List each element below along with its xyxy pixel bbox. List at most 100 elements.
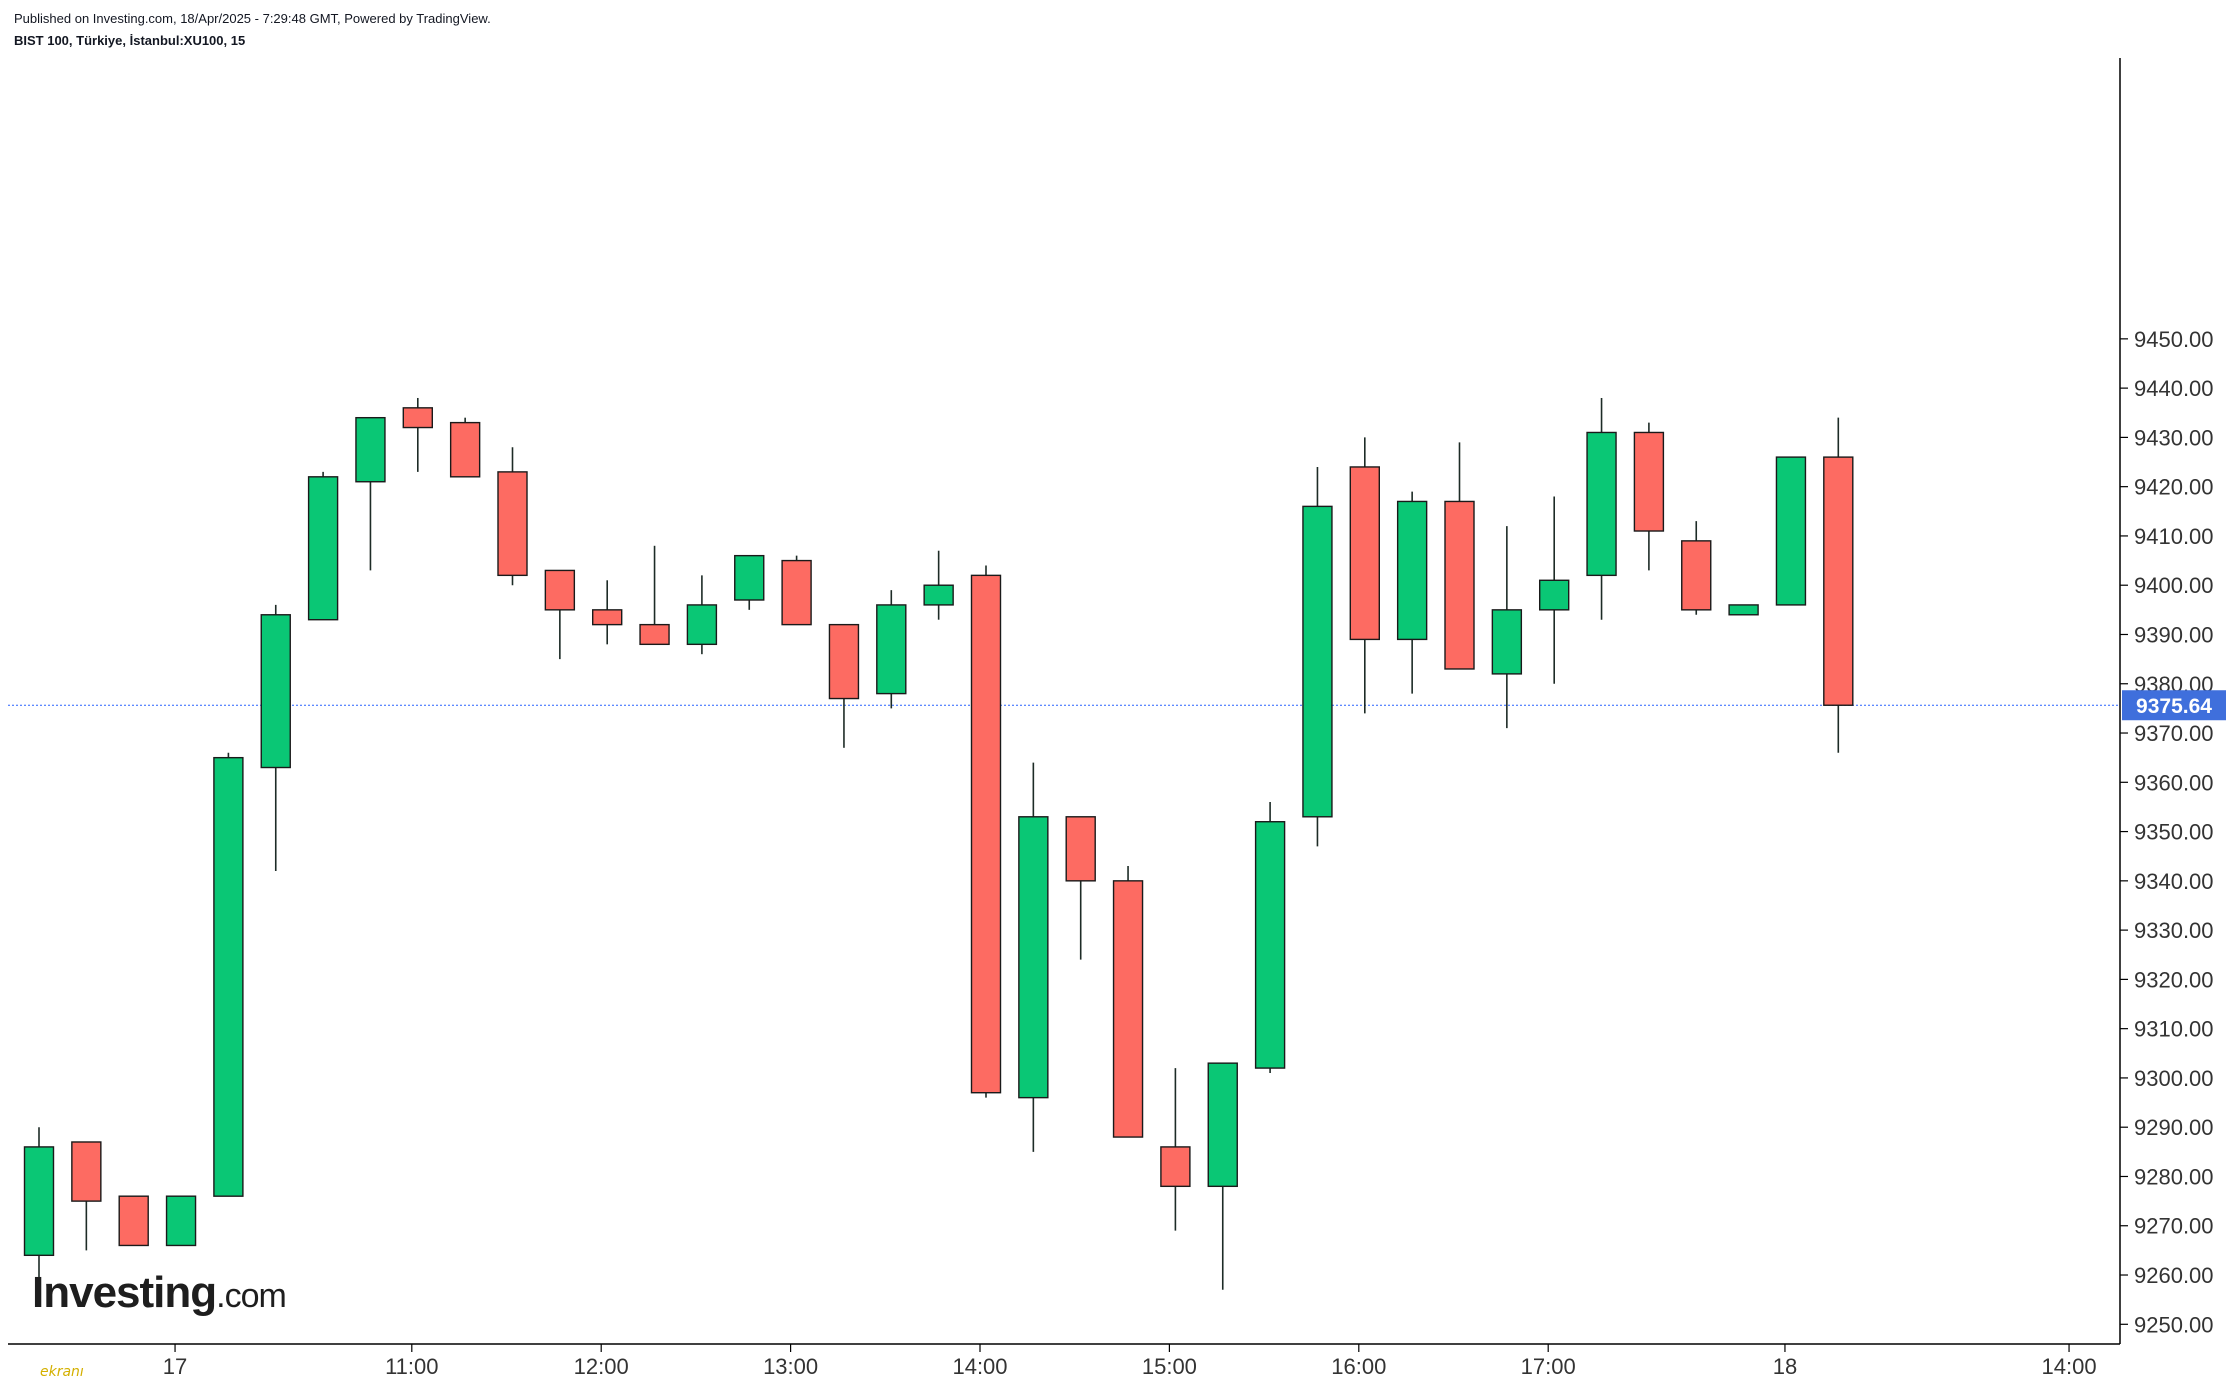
y-tick-label: 9260.00 — [2134, 1263, 2214, 1288]
candle-body-down — [639, 623, 670, 646]
candle-body-up — [165, 1195, 197, 1247]
candle-body-down — [1823, 456, 1854, 706]
y-tick-label: 9360.00 — [2134, 770, 2214, 795]
candle[interactable] — [1065, 816, 1096, 960]
candle[interactable] — [1538, 496, 1570, 684]
candle[interactable] — [1775, 456, 1807, 606]
candle[interactable] — [1633, 422, 1665, 571]
candle[interactable] — [165, 1195, 197, 1247]
y-tick-label: 9440.00 — [2134, 376, 2214, 401]
y-tick-label: 9250.00 — [2134, 1312, 2214, 1337]
y-tick-label: 9340.00 — [2134, 869, 2214, 894]
candle-body-down — [781, 559, 812, 626]
candle[interactable] — [1112, 866, 1144, 1138]
y-axis-ticks: 9250.00 9260.00 9270.00 9280.00 9290.00 9300.… — [2120, 327, 2214, 1337]
candle-body-up — [686, 604, 718, 646]
candle-body-down — [1633, 431, 1665, 532]
candle-body-up — [260, 614, 291, 769]
y-tick-label: 9400.00 — [2134, 573, 2214, 598]
candle[interactable] — [260, 604, 291, 871]
candle[interactable] — [355, 416, 386, 571]
candle[interactable] — [71, 1141, 102, 1251]
y-tick-label: 9310.00 — [2134, 1017, 2214, 1042]
candle-body-up — [213, 756, 244, 1197]
last-price-badge-layer: 9375.64 — [2122, 690, 2226, 721]
y-tick-label: 9270.00 — [2134, 1214, 2214, 1239]
candle[interactable] — [1681, 521, 1712, 615]
logo-main: Investing — [32, 1268, 217, 1317]
candle[interactable] — [639, 545, 670, 646]
candle-body-down — [592, 609, 623, 626]
logo-suffix: .com — [216, 1277, 287, 1315]
candle-body-down — [828, 623, 860, 700]
candle[interactable] — [734, 554, 765, 610]
investing-logo: Investing.com — [32, 1268, 287, 1318]
candle[interactable] — [1349, 437, 1381, 714]
candle[interactable] — [402, 397, 433, 472]
x-tick-label: 16:00 — [1331, 1354, 1386, 1379]
candle-body-down — [1065, 816, 1096, 882]
candle[interactable] — [970, 565, 1002, 1098]
candle-body-down — [970, 574, 1002, 1094]
candle-body-up — [1491, 609, 1523, 675]
x-tick-label: 14:00 — [952, 1354, 1007, 1379]
candle[interactable] — [1444, 442, 1475, 670]
candle[interactable] — [686, 575, 718, 655]
watermark: ekranı — [40, 1364, 84, 1380]
candle[interactable] — [781, 555, 812, 626]
y-tick-label: 9280.00 — [2134, 1164, 2214, 1189]
candle-body-up — [1018, 816, 1049, 1099]
candle-body-up — [1302, 505, 1333, 818]
candle[interactable] — [449, 417, 481, 478]
candle-body-down — [1444, 500, 1475, 670]
candle[interactable] — [1586, 397, 1617, 620]
candle[interactable] — [1207, 1062, 1238, 1290]
candle[interactable] — [497, 447, 528, 586]
candle-body-down — [118, 1195, 149, 1247]
y-tick-label: 9430.00 — [2134, 425, 2214, 450]
candle-body-down — [497, 471, 528, 577]
candle[interactable] — [1302, 466, 1333, 847]
candle-body-up — [876, 604, 907, 695]
candle-body-down — [1112, 880, 1144, 1138]
x-axis-ticks: 17 11:00 12:00 13:00 14:00 15:00 16:00 17:00 18 1… — [163, 1344, 2097, 1379]
candle[interactable] — [544, 569, 576, 660]
x-tick-label: 18 — [1773, 1354, 1797, 1379]
candle-body-down — [1160, 1146, 1191, 1188]
candle[interactable] — [1254, 802, 1286, 1074]
candle-body-down — [1349, 466, 1381, 641]
candle[interactable] — [828, 623, 860, 748]
symbol-title: BIST 100, Türkiye, İstanbul:XU100, 15 — [14, 33, 246, 48]
y-tick-label: 9290.00 — [2134, 1115, 2214, 1140]
x-tick-label: 12:00 — [574, 1354, 629, 1379]
x-tick-label: 11:00 — [385, 1354, 438, 1379]
candle[interactable] — [1396, 491, 1428, 694]
candle-body-down — [544, 569, 576, 611]
candle[interactable] — [1491, 526, 1523, 729]
candle[interactable] — [876, 590, 907, 709]
candle[interactable] — [213, 752, 244, 1197]
x-tick-label: 17:00 — [1521, 1354, 1576, 1379]
candle-body-up — [1396, 500, 1428, 641]
candle[interactable] — [307, 471, 339, 621]
candle[interactable] — [1728, 604, 1759, 616]
y-tick-label: 9320.00 — [2134, 967, 2214, 992]
x-tick-label: 14:00 — [2042, 1354, 2097, 1379]
candle-body-down — [71, 1141, 102, 1202]
candle-body-up — [734, 554, 765, 601]
candle[interactable] — [923, 550, 954, 620]
candle-body-up — [1207, 1062, 1238, 1188]
y-tick-label: 9410.00 — [2134, 524, 2214, 549]
candle[interactable] — [1823, 417, 1854, 753]
candle[interactable] — [23, 1127, 55, 1285]
candle[interactable] — [592, 580, 623, 645]
candle-body-up — [1538, 579, 1570, 611]
candle-body-up — [1775, 456, 1807, 606]
candle-body-up — [307, 476, 339, 621]
candle[interactable] — [118, 1195, 149, 1247]
candle[interactable] — [1160, 1068, 1191, 1231]
candle[interactable] — [1018, 762, 1049, 1152]
y-tick-label: 9390.00 — [2134, 622, 2214, 647]
last-price-badge — [2122, 690, 2226, 721]
